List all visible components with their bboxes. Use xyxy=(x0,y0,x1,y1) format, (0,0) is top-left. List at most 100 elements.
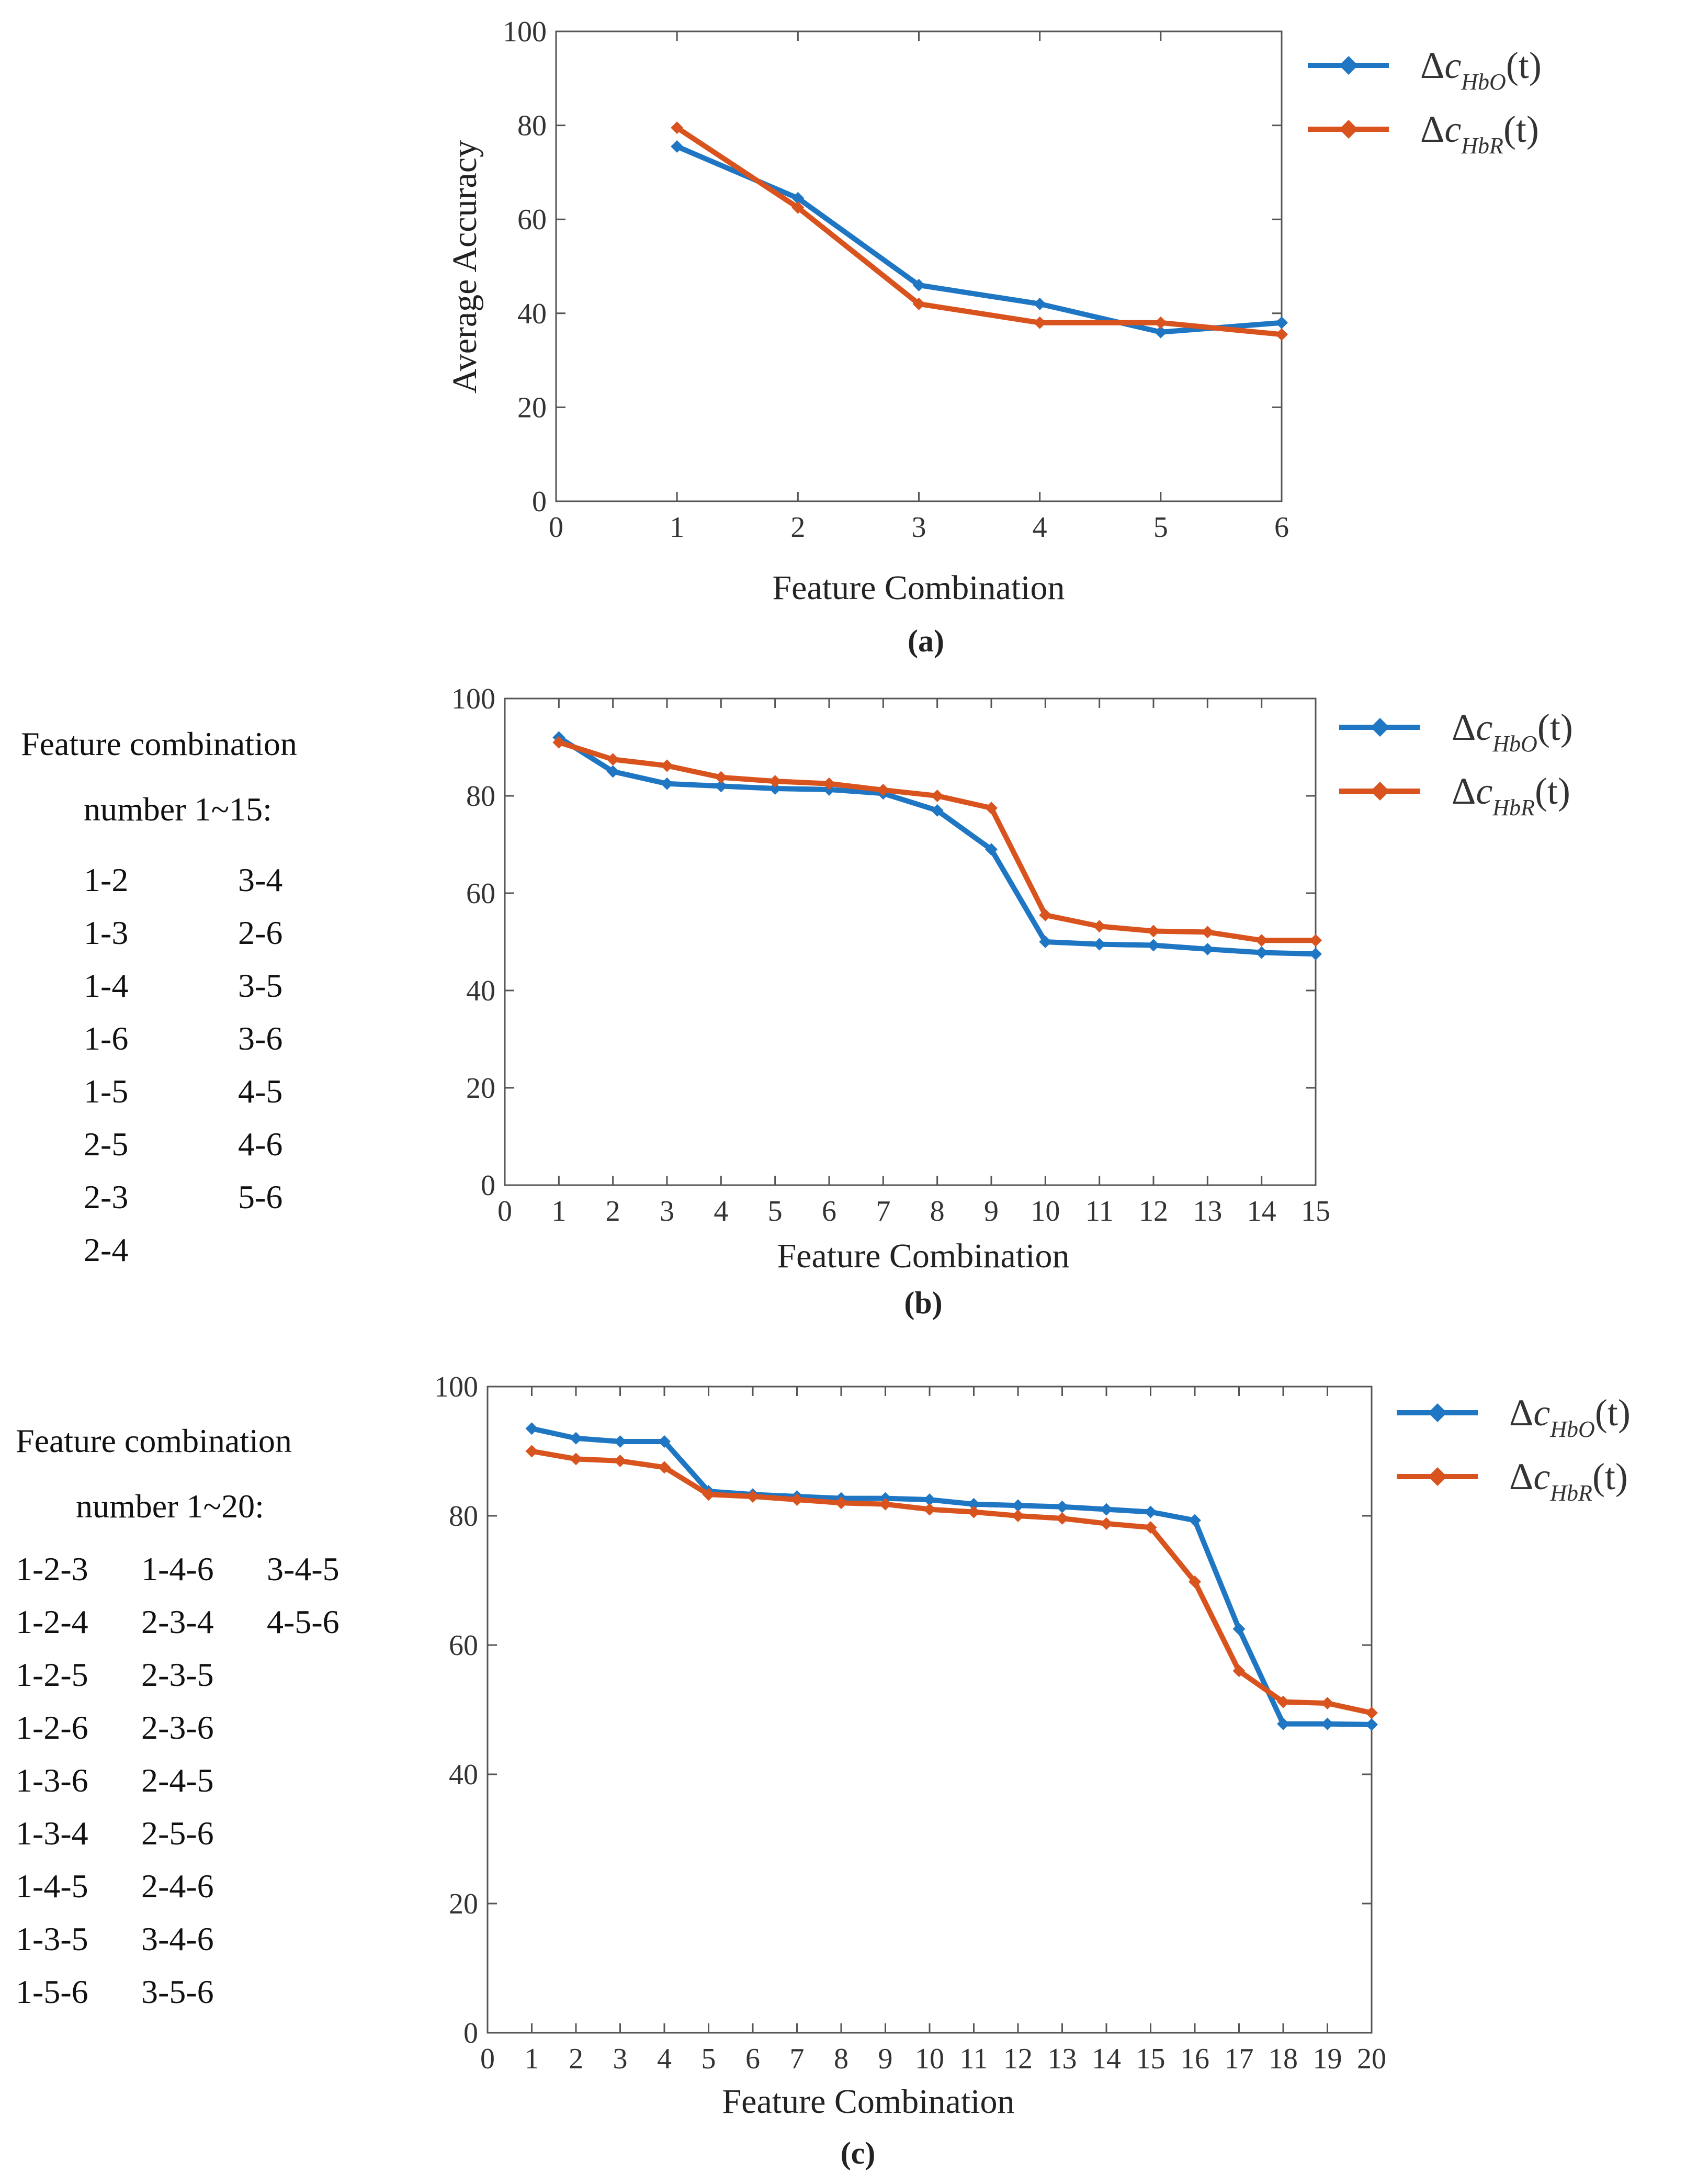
data-point-hbr xyxy=(1277,1695,1289,1708)
panel-a: 0 20 40 60 80 100 0 1 2 3 4 5 6 Feature Combination Av… xyxy=(0,0,1686,670)
x-tick-label: 1 xyxy=(670,511,684,544)
y-tick-label: 0 xyxy=(532,486,547,518)
data-point-hbo xyxy=(791,192,805,205)
feature-combination-item: 1-3-6 xyxy=(16,1762,88,1799)
panel-caption: (a) xyxy=(908,624,944,658)
data-point-hbr xyxy=(1201,926,1214,939)
data-point-hbr xyxy=(1189,1575,1201,1588)
feature-combination-item: 2-4 xyxy=(84,1231,128,1268)
data-point-hbr xyxy=(967,1505,980,1518)
x-tick-label: 0 xyxy=(480,2043,495,2075)
y-tick-label: 100 xyxy=(434,1371,478,1403)
data-point-hbo xyxy=(614,1435,627,1448)
x-tick-label: 5 xyxy=(1153,511,1168,544)
data-point-hbo xyxy=(1365,1718,1378,1731)
legend-subscript: HbR xyxy=(1492,795,1535,820)
data-point-hbo xyxy=(1277,1717,1289,1730)
data-point-hbr xyxy=(1093,920,1106,933)
x-tick-label: 2 xyxy=(606,1195,620,1228)
data-point-hbr xyxy=(552,736,565,749)
data-point-hbr xyxy=(525,1445,538,1458)
x-tick-label: 1 xyxy=(551,1195,566,1228)
data-point-hbo xyxy=(1275,316,1288,329)
x-tick-label: 12 xyxy=(1139,1195,1168,1228)
x-tick-label: 7 xyxy=(790,2043,805,2075)
x-tick-label: 13 xyxy=(1048,2043,1077,2075)
x-tick-label: 18 xyxy=(1269,2043,1298,2075)
y-tick-label: 60 xyxy=(449,1629,478,1662)
data-point-hbr xyxy=(879,1498,892,1511)
legend-label-hbr: ΔcHbR(t) xyxy=(1420,108,1539,159)
side-heading: Feature combination xyxy=(16,1422,292,1459)
feature-combination-item: 3-6 xyxy=(238,1020,282,1057)
data-point-hbr xyxy=(702,1488,715,1501)
x-tick-label: 14 xyxy=(1092,2043,1121,2075)
feature-combination-item: 1-4-5 xyxy=(16,1867,88,1905)
feature-combination-item: 2-4-6 xyxy=(141,1867,214,1905)
legend-arg: (t) xyxy=(1506,44,1542,86)
x-axis-title: Feature Combination xyxy=(777,1237,1069,1275)
y-tick-label: 100 xyxy=(503,16,547,48)
x-tick-label: 3 xyxy=(660,1195,674,1228)
data-point-hbo xyxy=(931,804,944,817)
y-tick-label: 80 xyxy=(466,780,495,813)
x-tick-label: 12 xyxy=(1003,2043,1033,2075)
data-point-hbr xyxy=(1365,1706,1378,1719)
legend-arg: (t) xyxy=(1537,706,1573,748)
x-tick-label: 10 xyxy=(915,2043,944,2075)
data-point-hbo xyxy=(671,140,684,153)
panel-b: 0 20 40 60 80 100 0 1 2 3 4 5 6 7 8 9 10 11 12 13 14 15 Featur… xyxy=(0,670,1686,1339)
data-point-hbr xyxy=(1100,1517,1113,1530)
series-line-hbo xyxy=(531,1426,1372,1727)
legend-subscript: HbR xyxy=(1461,133,1503,159)
legend-marker-hbr xyxy=(1339,120,1358,139)
feature-combination-item: 4-5 xyxy=(238,1073,282,1110)
plot-frame xyxy=(555,30,1283,502)
data-point-hbr xyxy=(790,1493,804,1506)
legend-subscript: HbO xyxy=(1461,69,1506,95)
legend-c: c xyxy=(1533,1456,1550,1498)
y-tick-label: 20 xyxy=(466,1072,495,1105)
x-tick-label: 1 xyxy=(525,2043,539,2075)
y-tick-label: 60 xyxy=(517,204,547,236)
y-tick-label: 80 xyxy=(517,110,547,142)
x-tick-label: 0 xyxy=(497,1195,512,1228)
data-point-hbr xyxy=(1039,908,1052,921)
feature-combination-item: 2-3-4 xyxy=(141,1603,214,1640)
data-point-hbo xyxy=(912,278,925,291)
x-tick-label: 11 xyxy=(960,2043,988,2075)
series-line-hbo xyxy=(676,144,1282,335)
legend-subscript: HbO xyxy=(1549,1416,1595,1442)
y-tick-label: 80 xyxy=(449,1500,478,1533)
feature-combination-item: 2-3-6 xyxy=(141,1709,214,1746)
feature-combination-item: 2-3-5 xyxy=(141,1656,214,1693)
data-point-hbr xyxy=(715,771,728,784)
data-point-hbr xyxy=(1255,934,1268,947)
x-axis-title: Feature Combination xyxy=(722,2082,1014,2121)
legend-label-hbr: ΔcHbR(t) xyxy=(1509,1456,1628,1506)
data-point-hbo xyxy=(985,843,998,856)
legend-c: c xyxy=(1444,44,1461,86)
legend-delta: Δ xyxy=(1509,1392,1533,1434)
data-point-hbr xyxy=(1056,1512,1069,1525)
data-point-hbo xyxy=(1232,1623,1246,1636)
x-tick-label: 8 xyxy=(930,1195,945,1228)
feature-combination-item: 5-6 xyxy=(238,1178,282,1215)
x-tick-label: 6 xyxy=(1274,511,1289,544)
x-tick-label: 5 xyxy=(701,2043,716,2075)
x-tick-label: 4 xyxy=(714,1195,728,1228)
data-point-hbr xyxy=(614,1455,627,1468)
data-point-hbr xyxy=(768,775,782,788)
y-tick-label: 20 xyxy=(517,391,547,424)
data-point-hbr xyxy=(570,1453,582,1466)
x-tick-label: 17 xyxy=(1225,2043,1254,2075)
data-point-hbr xyxy=(606,753,619,766)
x-tick-label: 16 xyxy=(1180,2043,1209,2075)
data-point-hbo xyxy=(1309,948,1322,961)
data-point-hbr xyxy=(661,759,673,772)
feature-combination-item: 1-2 xyxy=(84,861,128,898)
data-point-hbo xyxy=(1321,1717,1334,1730)
legend-arg: (t) xyxy=(1535,770,1570,812)
data-point-hbr xyxy=(1321,1697,1334,1710)
